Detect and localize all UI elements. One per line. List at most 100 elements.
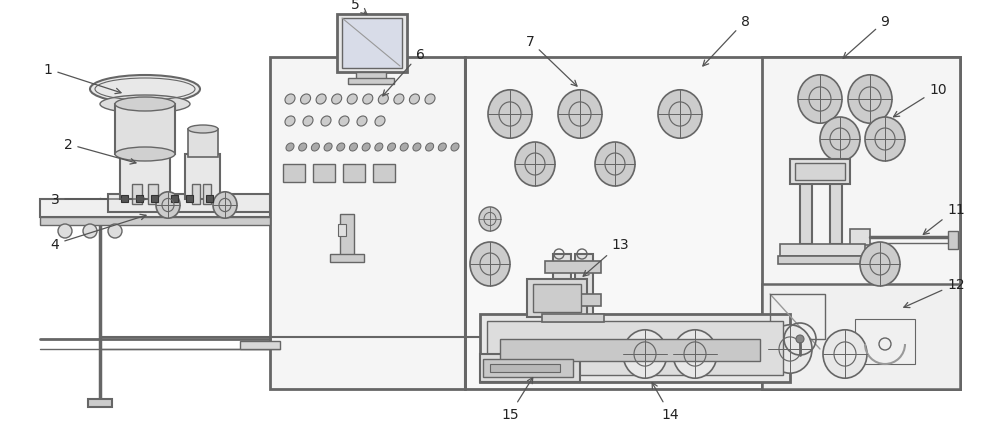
Ellipse shape — [409, 95, 419, 105]
Text: 8: 8 — [703, 15, 749, 67]
Bar — [206, 196, 213, 203]
Text: 12: 12 — [904, 277, 965, 308]
Bar — [533, 284, 581, 312]
Ellipse shape — [213, 192, 237, 219]
Ellipse shape — [658, 91, 702, 139]
Ellipse shape — [375, 117, 385, 127]
Bar — [171, 196, 178, 203]
Ellipse shape — [339, 117, 349, 127]
Bar — [337, 15, 407, 73]
Ellipse shape — [115, 147, 175, 162]
Bar — [542, 314, 604, 322]
Ellipse shape — [860, 243, 900, 286]
Bar — [338, 224, 346, 237]
Bar — [770, 294, 825, 339]
Bar — [850, 230, 870, 246]
Ellipse shape — [470, 243, 510, 286]
Bar — [356, 73, 386, 81]
Ellipse shape — [451, 144, 459, 152]
Text: 15: 15 — [501, 378, 533, 421]
Ellipse shape — [488, 91, 532, 139]
Circle shape — [108, 224, 122, 239]
Bar — [240, 341, 280, 349]
Text: 6: 6 — [383, 48, 424, 97]
Ellipse shape — [400, 144, 408, 152]
Bar — [192, 184, 200, 205]
Ellipse shape — [820, 118, 860, 162]
Bar — [120, 155, 170, 200]
Ellipse shape — [90, 76, 200, 104]
Ellipse shape — [321, 117, 331, 127]
Ellipse shape — [558, 91, 602, 139]
Bar — [545, 294, 601, 306]
Bar — [203, 184, 211, 205]
Bar — [830, 175, 842, 244]
Ellipse shape — [285, 95, 295, 105]
Bar — [373, 165, 395, 183]
Ellipse shape — [515, 143, 555, 187]
Bar — [790, 160, 850, 184]
Bar — [121, 196, 128, 203]
Ellipse shape — [362, 144, 370, 152]
Circle shape — [796, 335, 804, 343]
Ellipse shape — [311, 144, 319, 152]
Ellipse shape — [299, 144, 307, 152]
Text: 11: 11 — [923, 203, 965, 235]
Ellipse shape — [301, 95, 311, 105]
Ellipse shape — [115, 98, 175, 112]
Bar — [108, 194, 270, 212]
Ellipse shape — [768, 325, 812, 373]
Bar — [313, 165, 335, 183]
Bar — [465, 58, 960, 389]
Ellipse shape — [316, 95, 326, 105]
Text: 10: 10 — [894, 83, 947, 117]
Ellipse shape — [595, 143, 635, 187]
Ellipse shape — [848, 76, 892, 124]
Bar — [136, 196, 143, 203]
Bar — [88, 399, 112, 407]
Ellipse shape — [303, 117, 313, 127]
Ellipse shape — [378, 95, 388, 105]
Text: 5: 5 — [351, 0, 367, 15]
Ellipse shape — [425, 95, 435, 105]
Ellipse shape — [798, 76, 842, 124]
Bar — [188, 130, 218, 158]
Ellipse shape — [413, 144, 421, 152]
Bar — [500, 339, 760, 361]
Ellipse shape — [673, 330, 717, 378]
Ellipse shape — [347, 95, 357, 105]
Bar — [527, 280, 587, 317]
Ellipse shape — [623, 330, 667, 378]
Ellipse shape — [479, 207, 501, 232]
Text: 3: 3 — [51, 193, 146, 206]
Text: 14: 14 — [652, 383, 679, 421]
Ellipse shape — [865, 118, 905, 162]
Ellipse shape — [823, 330, 867, 378]
Ellipse shape — [363, 95, 373, 105]
Bar — [340, 215, 354, 259]
Bar — [778, 256, 878, 264]
Ellipse shape — [357, 117, 367, 127]
Bar — [343, 165, 365, 183]
Bar — [575, 255, 593, 344]
Ellipse shape — [394, 95, 404, 105]
Bar — [151, 196, 158, 203]
Bar — [480, 354, 580, 382]
Text: 13: 13 — [583, 237, 629, 276]
Ellipse shape — [337, 144, 345, 152]
Text: 4: 4 — [51, 215, 146, 252]
Ellipse shape — [426, 144, 434, 152]
Ellipse shape — [438, 144, 446, 152]
Text: 7: 7 — [526, 35, 577, 87]
Bar — [762, 58, 960, 389]
Bar — [483, 359, 573, 377]
Bar — [185, 155, 220, 200]
Bar — [270, 58, 465, 389]
Bar — [948, 231, 958, 249]
Text: 9: 9 — [843, 15, 889, 59]
Text: 1: 1 — [44, 63, 121, 95]
Bar — [545, 261, 601, 273]
Ellipse shape — [332, 95, 342, 105]
Circle shape — [58, 224, 72, 239]
Bar — [40, 218, 270, 225]
